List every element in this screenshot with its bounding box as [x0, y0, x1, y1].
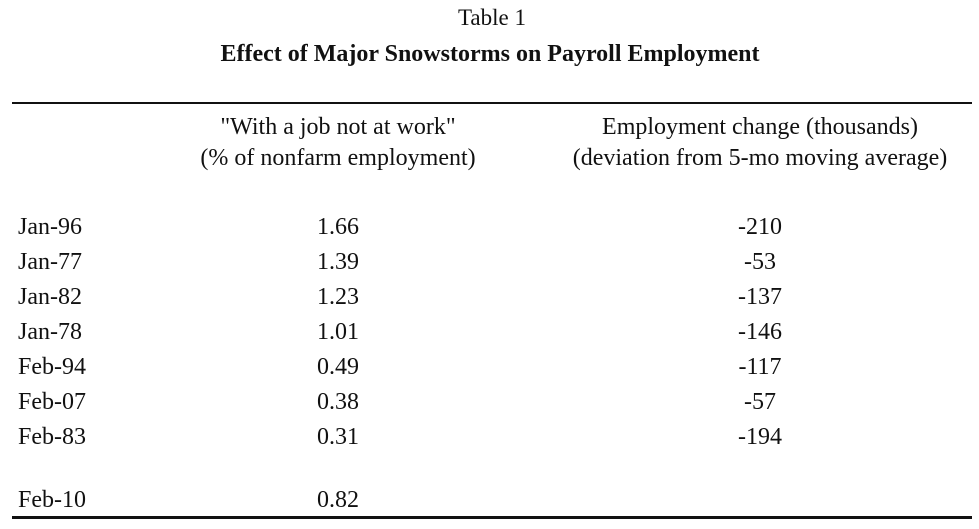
row-label: Jan-77: [18, 249, 82, 275]
row-label: Feb-83: [18, 424, 86, 450]
cell-value: 1.23: [317, 284, 359, 310]
row-label: Jan-82: [18, 284, 82, 310]
row-label: Jan-96: [18, 214, 82, 240]
bottom-rule: [12, 516, 972, 519]
column-header: (deviation from 5-mo moving average): [572, 145, 948, 171]
cell-value: -137: [738, 284, 782, 310]
cell-value: 1.66: [317, 214, 359, 240]
row-label: Jan-78: [18, 319, 82, 345]
cell-value: 0.82: [317, 487, 359, 513]
cell-value: 0.38: [317, 389, 359, 415]
cell-value: -146: [738, 319, 782, 345]
cell-value: -117: [738, 354, 782, 380]
table-label: Table 1: [457, 5, 527, 30]
row-label: Feb-94: [18, 354, 86, 380]
table-title: Effect of Major Snowstorms on Payroll Em…: [220, 41, 760, 67]
top-rule: [12, 102, 972, 104]
column-header: "With a job not at work": [220, 114, 456, 140]
cell-value: -53: [744, 249, 776, 275]
cell-value: -57: [744, 389, 776, 415]
row-label: Feb-10: [18, 487, 86, 513]
cell-value: 0.49: [317, 354, 359, 380]
cell-value: 1.01: [317, 319, 359, 345]
column-header: Employment change (thousands): [602, 114, 918, 140]
row-label: Feb-07: [18, 389, 86, 415]
cell-value: -210: [738, 214, 782, 240]
cell-value: -194: [738, 424, 782, 450]
cell-value: 0.31: [317, 424, 359, 450]
cell-value: 1.39: [317, 249, 359, 275]
column-header: (% of nonfarm employment): [200, 145, 476, 171]
